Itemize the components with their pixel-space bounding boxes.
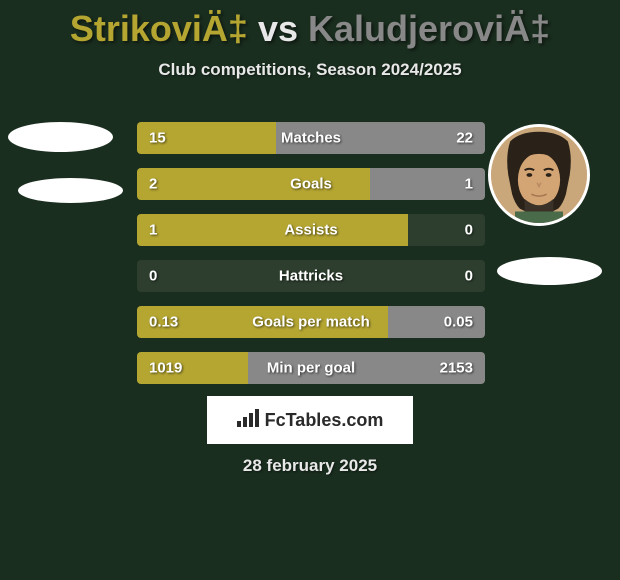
stat-value-right: 0 [465, 222, 473, 239]
stat-value-left: 0 [149, 268, 157, 285]
stat-label: Hattricks [279, 268, 343, 285]
stat-value-right: 1 [465, 176, 473, 193]
stat-value-left: 15 [149, 130, 166, 147]
header: StrikoviÄ‡ vs KaludjeroviÄ‡ Club competi… [0, 0, 620, 80]
stats-container: 15 Matches 22 2 Goals 1 1 Assists 0 0 Ha… [137, 122, 485, 398]
stat-label: Goals [290, 176, 332, 193]
avatar-right [488, 124, 590, 226]
stat-bar-left [137, 214, 408, 246]
date: 28 february 2025 [243, 456, 377, 476]
chart-icon [237, 409, 259, 432]
oval-left-decoration [18, 178, 123, 203]
stat-value-left: 2 [149, 176, 157, 193]
player-photo-icon [491, 127, 587, 223]
avatar-left-placeholder [8, 122, 113, 152]
stat-label: Min per goal [267, 360, 355, 377]
page-title: StrikoviÄ‡ vs KaludjeroviÄ‡ [0, 8, 620, 50]
stat-value-left: 1019 [149, 360, 182, 377]
player-left-name: StrikoviÄ‡ [70, 8, 248, 49]
stat-row-goals: 2 Goals 1 [137, 168, 485, 200]
stat-label: Assists [284, 222, 337, 239]
oval-right-decoration [497, 257, 602, 285]
stat-value-right: 2153 [440, 360, 473, 377]
stat-row-min-per-goal: 1019 Min per goal 2153 [137, 352, 485, 384]
logo-text: FcTables.com [237, 409, 384, 432]
stat-row-matches: 15 Matches 22 [137, 122, 485, 154]
stat-row-goals-per-match: 0.13 Goals per match 0.05 [137, 306, 485, 338]
stat-label: Goals per match [252, 314, 370, 331]
stat-value-left: 0.13 [149, 314, 178, 331]
stat-row-hattricks: 0 Hattricks 0 [137, 260, 485, 292]
stat-bar-left [137, 168, 370, 200]
vs-text: vs [258, 8, 298, 49]
footer-logo: FcTables.com [207, 396, 413, 444]
stat-value-right: 22 [456, 130, 473, 147]
stat-row-assists: 1 Assists 0 [137, 214, 485, 246]
subtitle: Club competitions, Season 2024/2025 [0, 60, 620, 80]
stat-value-right: 0.05 [444, 314, 473, 331]
player-right-name: KaludjeroviÄ‡ [308, 8, 550, 49]
stat-value-right: 0 [465, 268, 473, 285]
stat-value-left: 1 [149, 222, 157, 239]
logo-label: FcTables.com [265, 410, 384, 431]
stat-label: Matches [281, 130, 341, 147]
